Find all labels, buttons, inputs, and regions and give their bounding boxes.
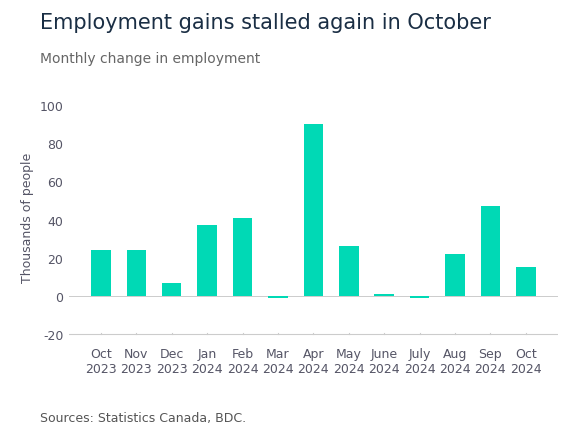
Bar: [374, 295, 394, 296]
Bar: [445, 255, 465, 296]
Bar: [197, 226, 217, 296]
Text: Employment gains stalled again in October: Employment gains stalled again in Octobe…: [40, 13, 491, 33]
Text: Sources: Statistics Canada, BDC.: Sources: Statistics Canada, BDC.: [40, 411, 246, 424]
Bar: [481, 207, 500, 296]
Bar: [126, 251, 146, 296]
Y-axis label: Thousands of people: Thousands of people: [21, 152, 34, 282]
Bar: [162, 283, 182, 296]
Bar: [268, 296, 288, 298]
Bar: [304, 125, 323, 296]
Text: Monthly change in employment: Monthly change in employment: [40, 52, 260, 65]
Bar: [516, 268, 535, 296]
Bar: [339, 247, 359, 296]
Bar: [91, 251, 111, 296]
Bar: [233, 218, 252, 296]
Bar: [410, 296, 430, 298]
